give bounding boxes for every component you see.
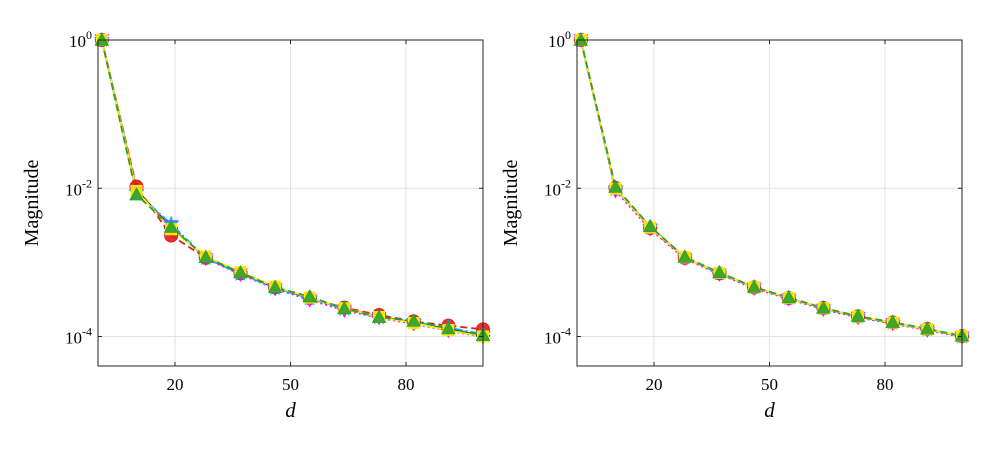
series-6-point — [198, 249, 214, 264]
x-tick-label: 50 — [761, 375, 778, 394]
series-6-point — [781, 290, 797, 304]
y-tick-label: 10-2 — [65, 176, 92, 199]
x-axis-label: d — [764, 398, 775, 422]
series-6-point — [233, 264, 248, 279]
series-6-point — [94, 32, 110, 46]
series-6-point — [337, 301, 352, 315]
series-6-point — [371, 309, 387, 323]
series-6-point — [163, 219, 179, 233]
series-6-point — [712, 264, 727, 279]
series-6-point — [441, 321, 456, 335]
series-6-point — [677, 249, 693, 263]
series-6-point — [920, 321, 935, 335]
series-6-point — [406, 313, 422, 327]
series-6-point — [746, 279, 762, 293]
x-tick-label: 80 — [398, 375, 415, 394]
series-6-point — [816, 300, 831, 314]
series-6-point — [885, 314, 901, 328]
x-tick-label: 20 — [646, 375, 663, 394]
series-6-point — [608, 179, 623, 193]
right-chart-panel: 20 50 80 100 10-2 10-4 d Magnitude — [500, 28, 971, 422]
series-6-point — [267, 279, 283, 294]
series-6-point — [573, 32, 589, 46]
y-tick-label: 100 — [548, 28, 571, 51]
x-tick-label: 80 — [877, 375, 894, 394]
y-tick-label: 10-4 — [65, 325, 92, 348]
x-tick-label: 50 — [282, 375, 299, 394]
y-tick-label: 10-4 — [544, 325, 571, 348]
y-tick-label: 10-2 — [544, 176, 571, 199]
series-6-point — [850, 308, 866, 322]
y-tick-label: 100 — [69, 28, 92, 51]
x-tick-label: 20 — [167, 375, 184, 394]
x-axis-label: d — [285, 398, 296, 422]
y-axis-label: Magnitude — [500, 160, 522, 247]
series-6-point — [642, 218, 658, 233]
series-6-point — [129, 187, 144, 201]
series-6-point — [302, 289, 318, 303]
y-axis-label: Magnitude — [21, 160, 43, 247]
left-chart-panel: 20 50 80 100 10-2 10-4 d Magnitude — [21, 28, 492, 422]
